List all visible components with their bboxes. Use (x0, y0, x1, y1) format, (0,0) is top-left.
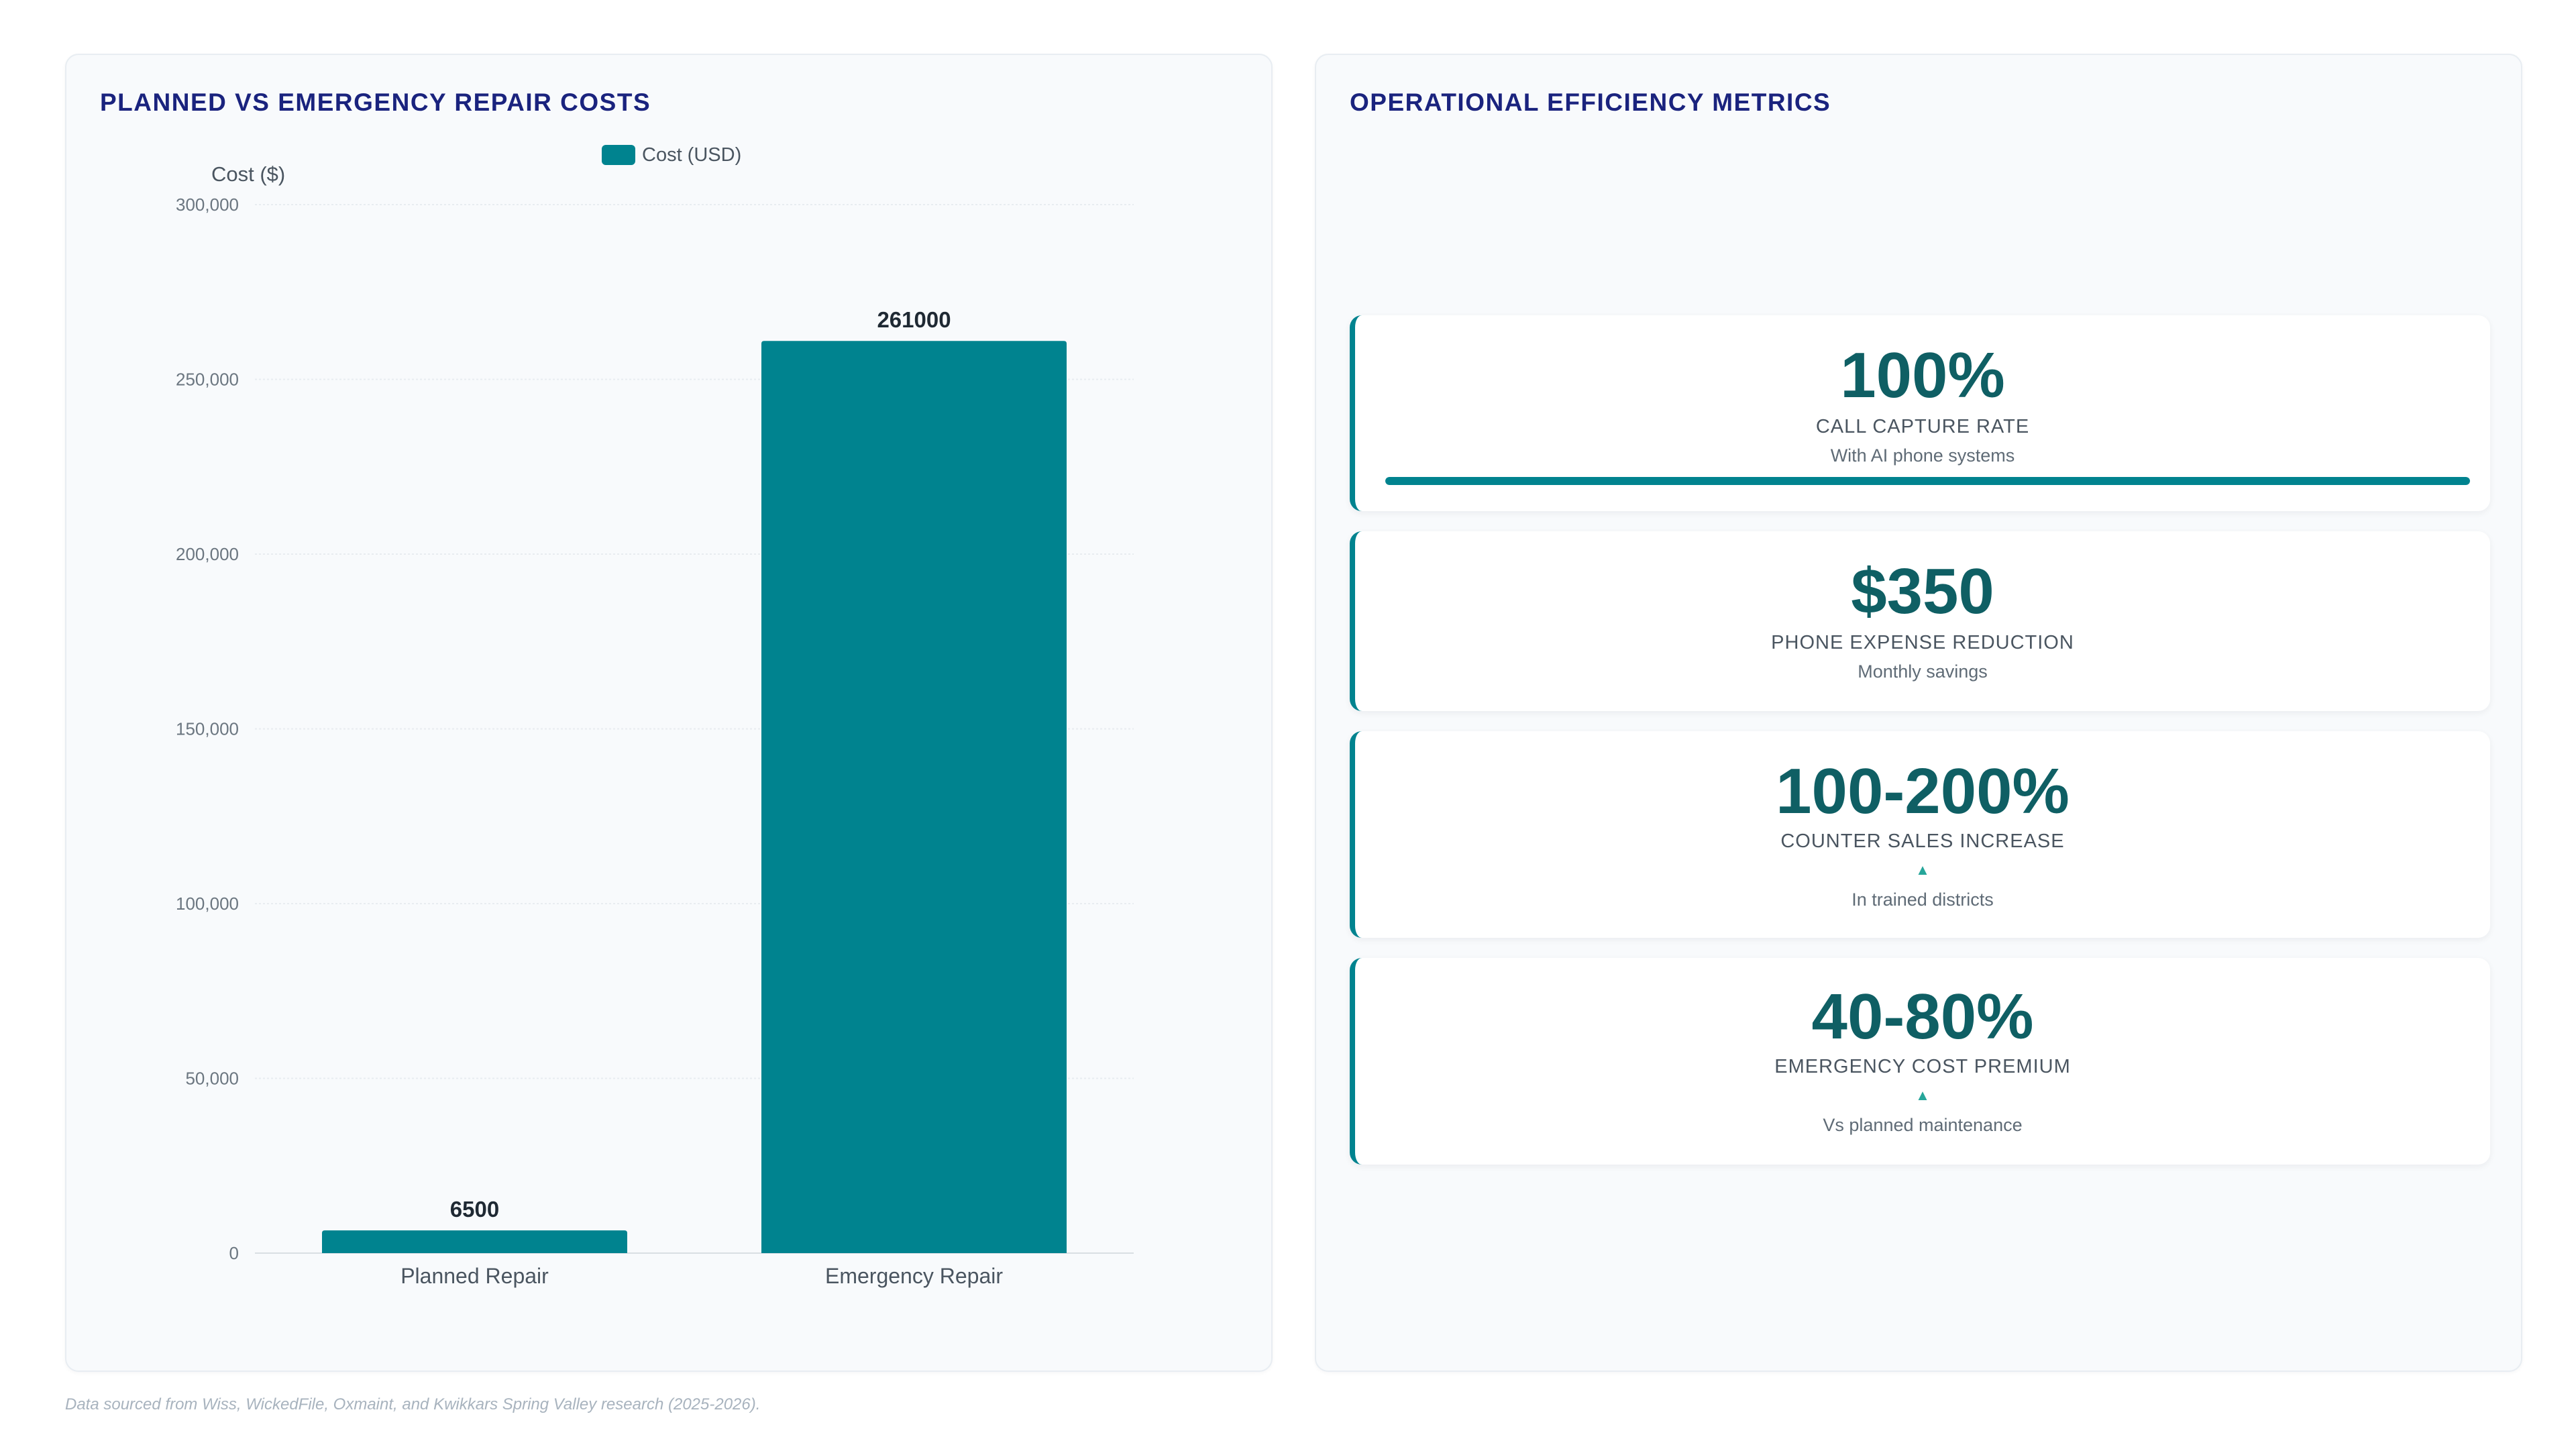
metric-value: 100-200% (1776, 755, 2070, 827)
bar-data-label: 261000 (877, 307, 951, 332)
metric-subtext: With AI phone systems (1830, 445, 2015, 466)
metric-card-phone-expense: $350 PHONE EXPENSE REDUCTION Monthly sav… (1350, 531, 2490, 711)
bar (322, 1230, 627, 1253)
metric-label: PHONE EXPENSE REDUCTION (1771, 632, 2074, 653)
metric-label: COUNTER SALES INCREASE (1780, 830, 2065, 852)
chart-bars (322, 341, 1067, 1254)
repair-costs-panel: PLANNED VS EMERGENCY REPAIR COSTS (65, 54, 1273, 1372)
chart-labels: 6500 Planned Repair 261000 Emergency Repair (400, 307, 1003, 1288)
metric-subtext: In trained districts (1851, 890, 1994, 910)
bar (761, 341, 1067, 1254)
metric-value: 100% (1840, 339, 2005, 411)
source-footnote: Data sourced from Wiss, WickedFile, Oxma… (65, 1395, 761, 1413)
chart-y-axis: 0 50,000 100,000 150,000 200,000 250,000 300,0… (176, 162, 285, 1263)
metric-label: CALL CAPTURE RATE (1815, 416, 2030, 437)
y-tick-label: 0 (229, 1243, 239, 1263)
metric-label: EMERGENCY COST PREMIUM (1774, 1056, 2071, 1077)
metric-subtext: Monthly savings (1858, 661, 1988, 682)
trend-up-icon: ▲ (1915, 861, 1930, 878)
y-tick-label: 50,000 (185, 1069, 239, 1089)
chart-gridlines (255, 204, 1134, 1254)
chart-legend: Cost (USD) (602, 144, 741, 166)
metrics-panel-title: OPERATIONAL EFFICIENCY METRICS (1350, 89, 1831, 116)
x-tick-label: Emergency Repair (825, 1264, 1003, 1288)
y-tick-label: 200,000 (176, 544, 239, 564)
metric-value: $350 (1851, 555, 1994, 627)
chart-panel-title: PLANNED VS EMERGENCY REPAIR COSTS (100, 89, 651, 116)
y-axis-title: Cost ($) (211, 162, 285, 186)
y-tick-label: 300,000 (176, 195, 239, 215)
progress-fill (1385, 477, 2470, 485)
metric-card-counter-sales: 100-200% COUNTER SALES INCREASE ▲ In tra… (1350, 731, 2490, 938)
y-tick-label: 100,000 (176, 894, 239, 914)
legend-swatch (602, 145, 635, 165)
metric-card-emergency-premium: 40-80% EMERGENCY COST PREMIUM ▲ Vs plann… (1350, 958, 2490, 1165)
trend-up-icon: ▲ (1915, 1087, 1930, 1104)
metric-value: 40-80% (1811, 981, 2034, 1053)
metric-subtext: Vs planned maintenance (1823, 1115, 2023, 1135)
y-tick-label: 250,000 (176, 370, 239, 390)
efficiency-metrics-panel: OPERATIONAL EFFICIENCY METRICS (1315, 54, 2522, 1372)
bar-data-label: 6500 (450, 1197, 499, 1222)
x-tick-label: Planned Repair (400, 1264, 549, 1288)
y-tick-label: 150,000 (176, 719, 239, 739)
call-capture-progress-bar (1385, 477, 2470, 485)
metric-card-call-capture: 100% CALL CAPTURE RATE With AI phone sys… (1350, 315, 2490, 511)
legend-label: Cost (USD) (642, 144, 741, 166)
